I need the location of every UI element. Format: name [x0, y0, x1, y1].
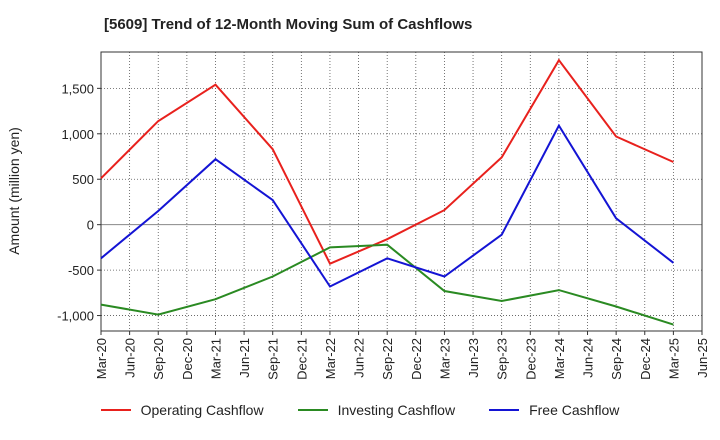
x-tick-label: Mar-25	[666, 338, 681, 379]
y-tick-label: -500	[68, 263, 94, 278]
x-tick-label: Mar-24	[552, 338, 567, 379]
legend-swatch-investing	[297, 409, 328, 411]
chart-title: [5609] Trend of 12-Month Moving Sum of C…	[104, 16, 473, 33]
operating-cashflow-line	[100, 58, 674, 265]
x-tick-label: Mar-23	[437, 338, 452, 379]
x-tick-label: Jun-24	[581, 338, 596, 378]
legend-swatch-free	[489, 409, 520, 411]
legend-label-operating: Operating Cashflow	[140, 402, 264, 418]
x-tick-label: Sep-21	[266, 338, 281, 380]
y-tick-label: 1,500	[61, 81, 94, 96]
legend-swatch-operating	[100, 409, 131, 411]
legend-label-investing: Investing Cashflow	[337, 402, 456, 418]
tick-labels: -1,000 -500 0 500 1,000 1,500 Mar-20 Jun-20 Sep-…	[57, 81, 710, 380]
series-lines	[100, 58, 675, 326]
legend-item-free: Free Cashflow	[489, 402, 619, 418]
x-tick-label: Mar-20	[94, 338, 109, 379]
x-tick-label: Dec-23	[523, 338, 538, 380]
x-tick-label: Jun-20	[123, 338, 138, 378]
x-tick-label: Dec-21	[294, 338, 309, 380]
free-cashflow-line	[100, 123, 675, 288]
y-tick-label: 0	[87, 218, 94, 233]
x-tick-label: Jun-21	[237, 338, 252, 378]
legend-item-operating: Operating Cashflow	[100, 402, 264, 418]
x-tick-label: Dec-20	[180, 338, 195, 380]
x-tick-label: Sep-22	[380, 338, 395, 380]
y-axis-label: Amount (million yen)	[6, 127, 22, 255]
x-tick-label: Mar-21	[208, 338, 223, 379]
legend-label-free: Free Cashflow	[529, 402, 620, 418]
x-tick-label: Mar-22	[323, 338, 338, 379]
y-tick-label: 1,000	[61, 127, 94, 142]
x-tick-label: Jun-25	[695, 338, 710, 378]
y-tick-label: -1,000	[57, 309, 94, 324]
plot-frame	[100, 51, 703, 332]
y-tick-label: 500	[72, 172, 94, 187]
axes	[97, 51, 703, 335]
x-tick-label: Sep-23	[495, 338, 510, 380]
legend: Operating Cashflow Investing Cashflow Fr…	[0, 402, 720, 418]
x-tick-label: Dec-22	[409, 338, 424, 380]
x-tick-label: Sep-24	[609, 338, 624, 380]
x-tick-label: Sep-20	[151, 338, 166, 380]
legend-item-investing: Investing Cashflow	[297, 402, 456, 418]
x-tick-label: Jun-23	[466, 338, 481, 378]
x-tick-label: Jun-22	[352, 338, 367, 378]
x-tick-label: Dec-24	[638, 338, 653, 380]
grid-lines	[101, 52, 702, 331]
investing-cashflow-line	[100, 243, 674, 326]
